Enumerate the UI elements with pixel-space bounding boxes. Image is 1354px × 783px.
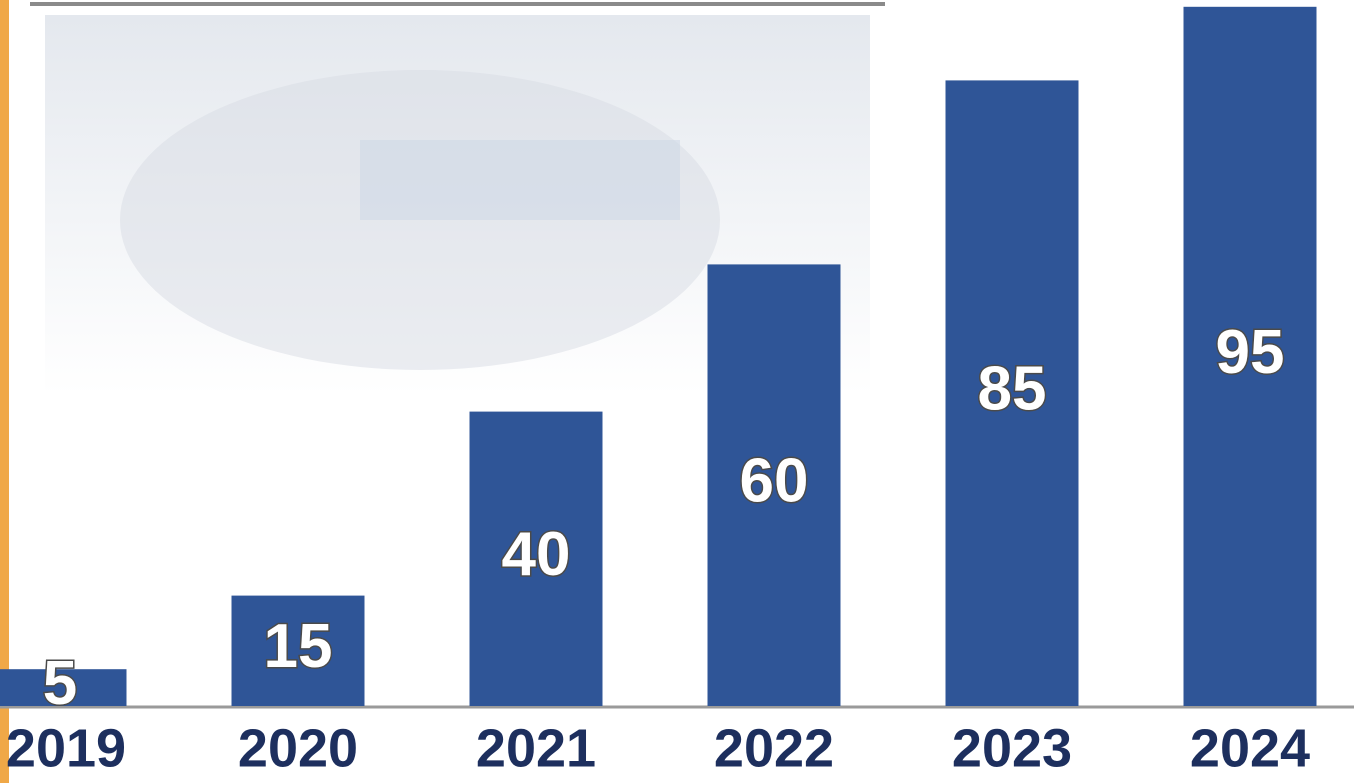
value-label: 85 xyxy=(978,355,1047,424)
bar xyxy=(707,264,841,706)
value-label: 40 xyxy=(502,520,571,589)
value-label: 95 xyxy=(1216,318,1285,387)
x-tick-label: 2022 xyxy=(714,718,834,778)
value-label: 15 xyxy=(264,612,333,681)
side-strip xyxy=(0,0,9,783)
x-tick-label: 2019 xyxy=(6,718,126,778)
bar xyxy=(231,595,365,706)
value-label: 5 xyxy=(43,649,77,718)
x-tick-label: 2024 xyxy=(1190,718,1310,778)
background-shape xyxy=(360,140,680,220)
bar xyxy=(0,669,127,706)
bar xyxy=(945,80,1079,706)
x-tick-label: 2020 xyxy=(238,718,358,778)
x-tick-label: 2021 xyxy=(476,718,596,778)
bar xyxy=(469,411,603,706)
bar xyxy=(1183,6,1317,707)
x-tick-label: 2023 xyxy=(952,718,1072,778)
value-label: 60 xyxy=(740,447,809,516)
